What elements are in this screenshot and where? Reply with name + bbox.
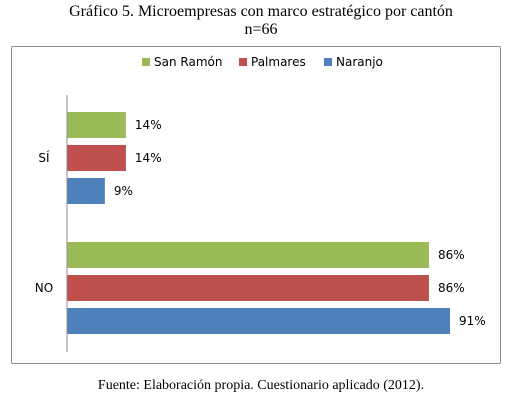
legend-swatch-palmares xyxy=(239,58,247,66)
bar-si-palmares xyxy=(67,145,126,171)
legend-swatch-san-ramon xyxy=(142,58,150,66)
bar-si-san-ramon xyxy=(67,112,126,138)
value-label-no-naranjo: 91% xyxy=(459,314,486,328)
bar-no-san-ramon xyxy=(67,242,429,268)
value-label-si-san-ramon: 14% xyxy=(135,118,162,132)
legend-swatch-naranjo xyxy=(324,58,332,66)
legend-label-naranjo: Naranjo xyxy=(336,55,383,69)
chart-title: Gráfico 5. Microempresas con marco estra… xyxy=(0,3,522,39)
category-label-no: NO xyxy=(35,281,53,295)
bar-si-naranjo xyxy=(67,178,105,204)
source-note: Fuente: Elaboración propia. Cuestionario… xyxy=(97,378,425,393)
value-label-si-palmares: 14% xyxy=(135,151,162,165)
category-label-si: SÍ xyxy=(38,150,50,165)
value-label-no-palmares: 86% xyxy=(438,281,465,295)
chart-title-line2: n=66 xyxy=(244,21,278,38)
legend-label-palmares: Palmares xyxy=(251,55,306,69)
value-label-no-san-ramon: 86% xyxy=(438,248,465,262)
bar-no-naranjo xyxy=(67,308,450,334)
bar-no-palmares xyxy=(67,275,429,301)
legend-label-san-ramon: San Ramón xyxy=(154,55,222,69)
chart-title-line1: Gráfico 5. Microempresas con marco estra… xyxy=(69,3,453,20)
value-label-si-naranjo: 9% xyxy=(114,184,133,198)
